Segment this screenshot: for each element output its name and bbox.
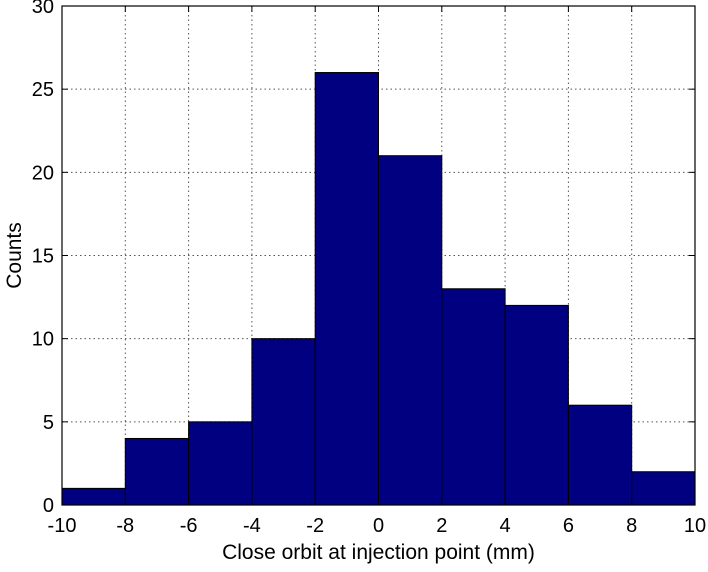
- x-tick-label: 2: [436, 515, 447, 537]
- x-tick-label: -4: [243, 515, 261, 537]
- y-tick-label: 15: [32, 246, 54, 268]
- y-tick-label: 20: [32, 162, 54, 184]
- histogram-bar: [188, 421, 253, 506]
- y-tick-label: 0: [43, 495, 54, 517]
- histogram-bar: [124, 437, 190, 506]
- x-tick-label: 4: [500, 515, 511, 537]
- x-tick-label: -6: [180, 515, 198, 537]
- x-axis-label: Close orbit at injection point (mm): [222, 541, 535, 564]
- x-tick-labels: -10 -8 -6 -4 -2 0 2 4 6 8 10: [48, 515, 707, 537]
- x-tick-label: 6: [563, 515, 574, 537]
- y-tick-label: 25: [32, 79, 54, 101]
- histogram-bar: [631, 471, 696, 506]
- y-tick-label: 10: [32, 329, 54, 351]
- histogram-bar: [441, 288, 506, 506]
- histogram-bar: [61, 487, 126, 506]
- histogram-bars: [61, 72, 696, 506]
- x-tick-label: -8: [116, 515, 134, 537]
- y-tick-label: 30: [32, 0, 54, 18]
- x-tick-label: -2: [306, 515, 324, 537]
- x-tick-label: 8: [626, 515, 637, 537]
- x-tick-label: -10: [48, 515, 77, 537]
- x-tick-label: 10: [684, 515, 706, 537]
- axis-ticks: [61, 5, 696, 506]
- x-tick-label: 0: [373, 515, 384, 537]
- histogram-bar: [314, 72, 380, 506]
- y-tick-label: 5: [43, 412, 54, 434]
- histogram-bar: [504, 304, 569, 506]
- histogram-bar: [378, 155, 443, 506]
- y-tick-labels: 0 5 10 15 20 25 30: [32, 0, 54, 517]
- histogram-bar: [251, 338, 316, 506]
- histogram-bar: [567, 404, 633, 506]
- y-axis-label: Counts: [3, 222, 26, 289]
